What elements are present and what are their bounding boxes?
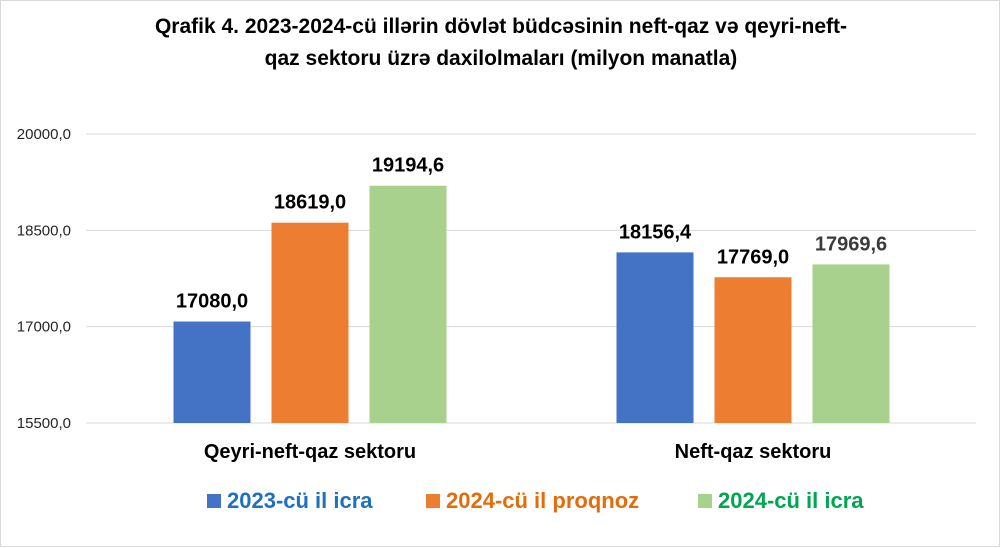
bar-oil-gas-series-3 [812,264,890,423]
x-category-label: Qeyri-neft-qaz sektoru [204,441,416,463]
y-tick-label: 17000,0 [17,319,71,336]
legend-swatch [426,494,440,508]
chart-title-line: qaz sektoru üzrə daxilolmaları (milyon m… [265,47,738,70]
data-label: 17080,0 [176,291,248,313]
data-labels: 17080,0 18619,0 19194,6 18156,4 17769,0 17969… [176,155,887,313]
data-label: 19194,6 [372,155,444,177]
y-tick-label: 15500,0 [17,415,71,432]
x-category-label: Neft-qaz sektoru [675,441,832,463]
legend: 2023-cü il icra 2024-cü il proqnoz 2024-cü… [207,488,864,513]
legend-label: 2024-cü il proqnoz [446,488,639,513]
bar-non-oil-gas-series-3 [369,185,447,423]
legend-swatch [698,494,712,508]
bars [173,185,890,423]
data-label: 17969,6 [815,233,887,255]
legend-swatch [207,494,221,508]
y-axis-ticks: 15500,0 17000,0 18500,0 20000,0 [17,126,71,432]
data-label: 17769,0 [717,246,789,268]
bar-non-oil-gas-series-1 [173,321,251,423]
legend-label: 2024-cü il icra [718,488,864,513]
chart-title: Qrafik 4. 2023-2024-cü illərin dövlət bü… [155,15,847,70]
legend-label: 2023-cü il icra [227,488,373,513]
data-label: 18156,4 [619,221,692,243]
bar-oil-gas-series-1 [616,252,694,423]
y-tick-label: 18500,0 [17,222,71,239]
y-tick-label: 20000,0 [17,126,71,143]
category-labels: Qeyri-neft-qaz sektoru Neft-qaz sektoru [204,441,831,463]
chart-title-line: Qrafik 4. 2023-2024-cü illərin dövlət bü… [155,15,847,38]
data-label: 18619,0 [274,192,346,214]
bar-oil-gas-series-2 [714,277,792,423]
bar-non-oil-gas-series-2 [271,222,349,423]
